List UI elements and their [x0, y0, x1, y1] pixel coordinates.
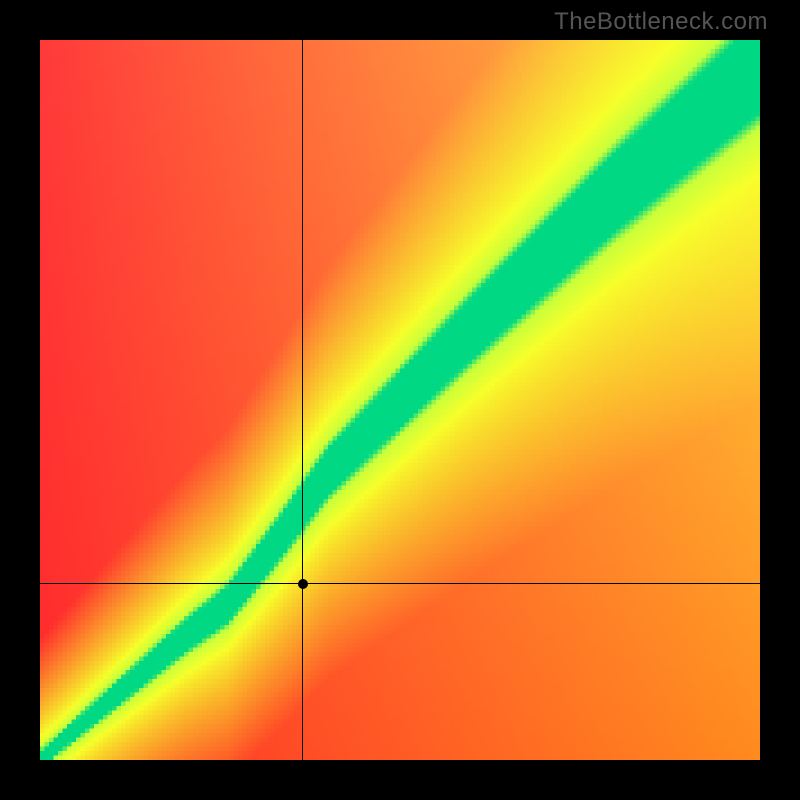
plot-area	[40, 40, 760, 760]
watermark-text: TheBottleneck.com	[554, 8, 768, 36]
heatmap-canvas	[40, 40, 760, 760]
crosshair-horizontal	[40, 583, 760, 584]
marker-dot	[298, 579, 308, 589]
crosshair-vertical	[302, 40, 303, 760]
